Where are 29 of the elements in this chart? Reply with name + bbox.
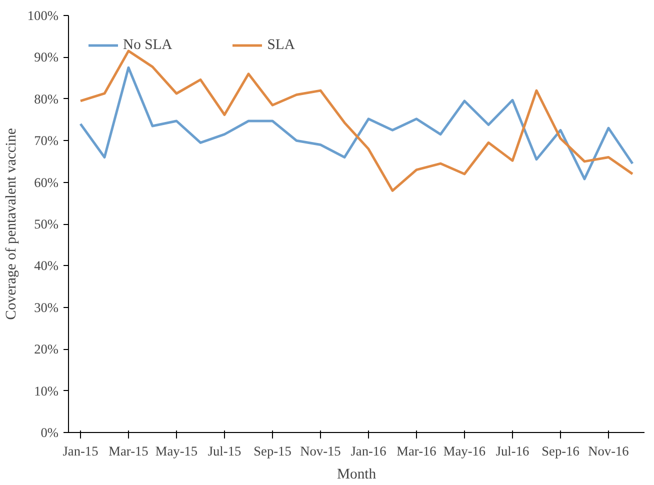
y-tick-label: 70% (34, 133, 59, 148)
y-tick-label: 0% (40, 425, 59, 440)
x-tick-label: Nov-15 (300, 444, 342, 458)
y-tick-label: 10% (34, 383, 59, 398)
x-tick-label: Jan-15 (62, 444, 99, 458)
x-tick-label: Sep-16 (542, 444, 580, 458)
x-tick-label: Sep-15 (254, 444, 292, 458)
y-tick-label: 100% (27, 8, 59, 23)
y-tick-label: 30% (34, 300, 59, 315)
x-tick-label: Jul-16 (496, 444, 530, 458)
y-tick-label: 90% (34, 50, 59, 65)
legend-label: No SLA (123, 36, 172, 54)
line-series (79, 66, 634, 180)
x-tick-label: May-16 (443, 444, 486, 458)
y-tick-label: 50% (34, 216, 59, 232)
x-tick-label: Nov-16 (588, 444, 630, 458)
y-tick-label: 40% (34, 258, 59, 274)
y-tick-label: 20% (34, 342, 59, 357)
line-series (79, 50, 634, 192)
x-tick-label: Mar-15 (108, 444, 149, 458)
y-tick-label: 60% (34, 174, 59, 190)
x-tick-label: Mar-16 (396, 444, 437, 458)
x-tick-label: May-15 (155, 444, 198, 458)
x-tick-label: Jan-16 (350, 444, 387, 458)
x-axis-title: Month (336, 466, 377, 482)
y-axis-title: Coverage of pentavalent vaccine (3, 128, 20, 320)
legend-label: SLA (267, 36, 295, 54)
y-tick-label: 80% (34, 91, 59, 106)
x-tick-label: Jul-15 (208, 444, 242, 458)
